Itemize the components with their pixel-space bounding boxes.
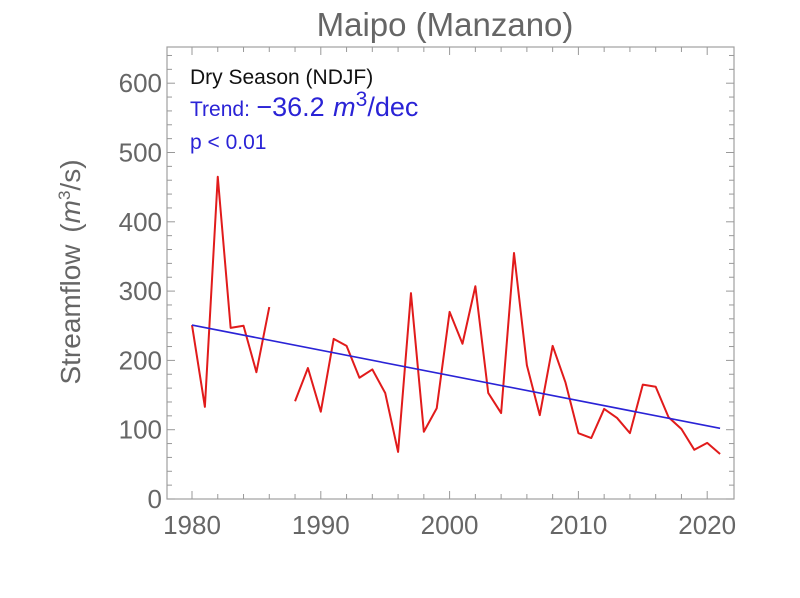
x-tick-label: 1990 — [292, 510, 350, 540]
x-tick-label: 1980 — [163, 510, 221, 540]
x-tick-labels: 1980 1990 2000 2010 2020 — [163, 510, 736, 540]
plot-frame — [166, 46, 735, 500]
y-axis-label-exp: 3 — [55, 191, 74, 200]
y-axis-label-text: Streamflow — [55, 244, 86, 385]
y-tick-label: 600 — [119, 68, 162, 98]
axis-ticks — [167, 47, 734, 500]
y-tick-label: 0 — [148, 484, 162, 514]
y-tick-label: 300 — [119, 276, 162, 306]
annotation-trend-prefix: Trend: — [190, 98, 250, 121]
streamflow-line — [294, 251, 721, 455]
y-axis-label-rest: /s — [55, 169, 86, 191]
y-tick-label: 500 — [119, 138, 162, 168]
streamflow-line — [191, 175, 271, 408]
chart-title: Maipo (Manzano) — [317, 6, 574, 43]
y-axis-label: Streamflow (m3/s) — [55, 159, 86, 384]
annotation-season: Dry Season (NDJF) — [190, 66, 373, 89]
y-tick-label: 100 — [119, 415, 162, 445]
x-tick-label: 2000 — [421, 510, 479, 540]
y-axis-label-paren-open: ( — [55, 223, 86, 233]
annotation-trend: Trend: −36.2 m3/dec — [190, 88, 418, 122]
x-tick-label: 2010 — [549, 510, 607, 540]
annotation-pvalue: p < 0.01 — [190, 131, 266, 154]
annotation-trend-rest: /dec — [367, 92, 418, 122]
y-tick-label: 400 — [119, 207, 162, 237]
x-tick-label: 2020 — [678, 510, 736, 540]
y-axis-label-paren-close: ) — [55, 159, 86, 168]
y-tick-label: 200 — [119, 345, 162, 375]
annotation-trend-value: −36.2 — [256, 92, 324, 122]
y-tick-labels: 0 100 200 300 400 500 600 — [119, 68, 162, 514]
y-axis-label-unit: m — [55, 200, 86, 223]
trend-line — [191, 324, 721, 430]
annotation-trend-exp: 3 — [356, 88, 368, 111]
annotation-trend-unit: m — [333, 92, 356, 122]
series-group — [191, 175, 721, 455]
